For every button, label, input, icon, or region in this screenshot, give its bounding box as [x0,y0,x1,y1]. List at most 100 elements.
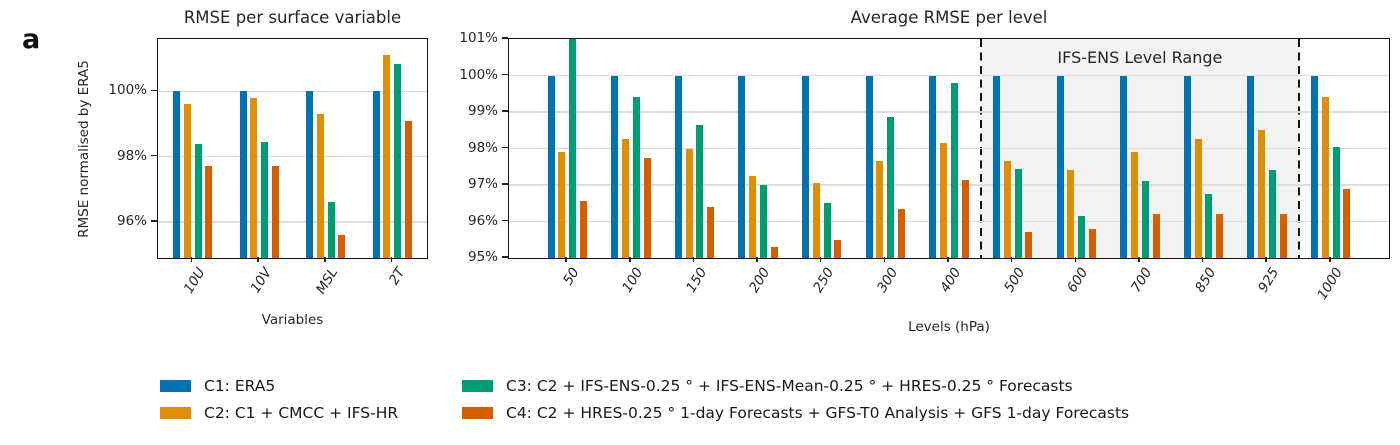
bar-C1-600 [1056,75,1064,258]
legend-label-c1: C1: ERA5 [204,377,276,395]
x-tick-label: 10V [247,265,275,296]
bar-C3-MSL [327,202,335,258]
bar-C3-300 [887,117,895,258]
bar-C3-10V [261,141,269,258]
bar-C2-10V [250,97,258,258]
bar-C4-1000 [1343,188,1351,258]
bar-C3-10U [194,143,202,258]
x-tick [1010,257,1013,262]
bar-C2-50 [558,152,566,258]
y-tick [151,154,157,157]
bar-C2-300 [876,161,884,258]
y-tick-label: 99% [467,103,498,119]
bar-C3-250 [823,203,831,258]
bar-C3-150 [696,124,704,258]
bar-C1-10U [172,91,180,258]
gridline [158,221,427,223]
y-tick-label: 95% [467,249,498,265]
legend-swatch-c2 [160,407,191,419]
y-tick [502,256,508,258]
bar-C1-300 [865,75,873,258]
bar-C3-2T [394,63,402,258]
panel-label: a [22,24,41,55]
surface-rmse-chart: RMSE per surface variable RMSE normalise… [76,8,428,328]
bar-C1-100 [611,75,619,258]
chart-title: RMSE per surface variable [183,8,402,27]
bar-C1-2T [372,91,380,258]
bar-C1-925 [1247,75,1255,258]
bar-C2-10U [183,104,191,258]
bar-C1-200 [738,75,746,258]
bar-C3-850 [1205,194,1213,258]
gridline [158,90,427,92]
bar-C4-100 [643,157,651,258]
y-tick [502,73,508,76]
x-tick-label: 925 [1255,265,1283,296]
plot-area [157,38,428,259]
gridline [509,74,1389,77]
bar-C4-200 [770,247,778,258]
bar-C3-925 [1269,170,1277,258]
y-tick [151,220,157,222]
bar-C3-200 [760,185,767,258]
y-tick-label: 98% [116,147,147,164]
x-tick-label: 600 [1064,265,1092,296]
ifs-ens-band-label: IFS-ENS Level Range [1057,48,1223,67]
bar-C4-MSL [338,235,346,258]
y-tick-label: 98% [467,139,498,156]
bar-C3-100 [632,97,640,258]
x-tick-label: 500 [1000,265,1029,296]
x-tick [629,257,631,262]
legend-swatch-c4 [462,407,493,419]
bar-C4-250 [834,239,842,258]
legend-swatch-c3 [462,380,493,392]
bar-C1-850 [1183,75,1191,258]
x-tick [390,257,393,262]
y-tick-label: 100% [459,66,498,83]
x-tick-label: 10U [180,265,209,297]
bar-C1-250 [802,75,810,258]
legend-label-c3: C3: C2 + IFS-ENS-0.25 ° + IFS-ENS-Mean-0… [506,377,1073,395]
legend-item-c3: C3: C2 + IFS-ENS-0.25 ° + IFS-ENS-Mean-0… [462,376,1073,396]
x-tick-label: 100 [619,265,647,296]
gridline [509,184,1389,186]
bar-C2-400 [940,143,948,258]
x-tick-label: 400 [937,265,965,296]
bar-C2-250 [812,183,820,258]
legend-label-c2: C2: C1 + CMCC + IFS-HR [204,404,399,422]
bar-C1-10V [239,91,247,258]
x-tick-label: 150 [682,265,711,296]
x-tick [1265,257,1267,262]
x-tick-label: 2T [385,265,408,288]
bar-C2-1000 [1321,97,1329,258]
bar-C4-2T [405,120,413,258]
gridline [158,155,427,158]
bar-C2-500 [1003,161,1011,258]
bar-C4-150 [707,206,715,258]
x-tick [190,257,193,262]
x-tick-label: 50 [560,265,583,289]
x-tick [1074,257,1076,262]
bar-C2-MSL [316,114,324,258]
y-axis-label: RMSE normalised by ERA5 [76,59,92,238]
x-tick [1201,257,1204,262]
bar-C3-700 [1141,181,1149,258]
bar-C4-850 [1216,214,1224,258]
legend-item-c2: C2: C1 + CMCC + IFS-HR [160,403,398,423]
bar-C1-MSL [306,91,314,258]
bar-C4-400 [961,179,969,258]
bar-C2-600 [1067,170,1075,258]
x-tick-label: 200 [746,265,774,296]
bar-C2-850 [1194,139,1202,258]
y-tick [502,219,508,222]
y-tick-label: 97% [467,176,498,192]
x-tick [819,257,822,262]
bar-C1-150 [674,75,682,258]
x-tick [1138,257,1140,262]
bar-C4-925 [1279,214,1287,258]
y-tick-label: 100% [108,82,147,99]
x-tick [257,257,259,262]
bar-C2-150 [685,148,693,258]
x-tick [883,257,886,262]
